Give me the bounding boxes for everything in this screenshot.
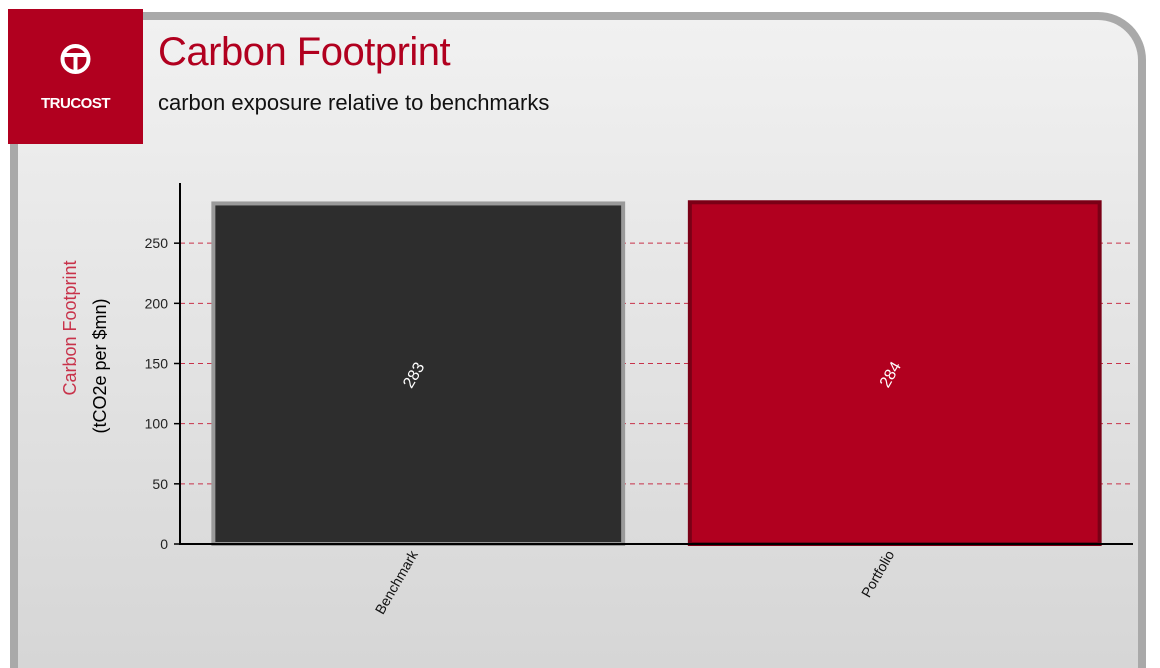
page-title: Carbon Footprint <box>158 30 451 74</box>
x-tick-label: Portfolio <box>858 547 898 600</box>
trucost-logo: TRUCOST <box>8 9 143 144</box>
y-tick-label: 50 <box>152 476 168 492</box>
y-axis-label-unit: (tCO2e per $mn) <box>90 298 110 433</box>
x-tick-labels: Benchmark Portfolio <box>372 547 898 617</box>
page-subtitle: carbon exposure relative to benchmarks <box>158 90 550 115</box>
y-tick-label: 150 <box>145 356 169 372</box>
bar-portfolio <box>687 200 1102 546</box>
bars: 283 284 <box>211 200 1102 546</box>
y-tick-label: 200 <box>145 295 169 311</box>
x-tick-label: Benchmark <box>372 547 422 617</box>
y-tick-label: 100 <box>145 416 169 432</box>
trucost-wordmark: TRUCOST <box>41 95 111 112</box>
y-ticks: 0 50 100 150 200 250 <box>145 235 180 552</box>
y-tick-label: 250 <box>145 235 169 251</box>
y-axis-label-primary: Carbon Footprint <box>60 260 80 395</box>
trucost-logo-mark <box>60 44 91 74</box>
y-tick-label: 0 <box>160 536 168 552</box>
bar-benchmark <box>211 201 626 546</box>
